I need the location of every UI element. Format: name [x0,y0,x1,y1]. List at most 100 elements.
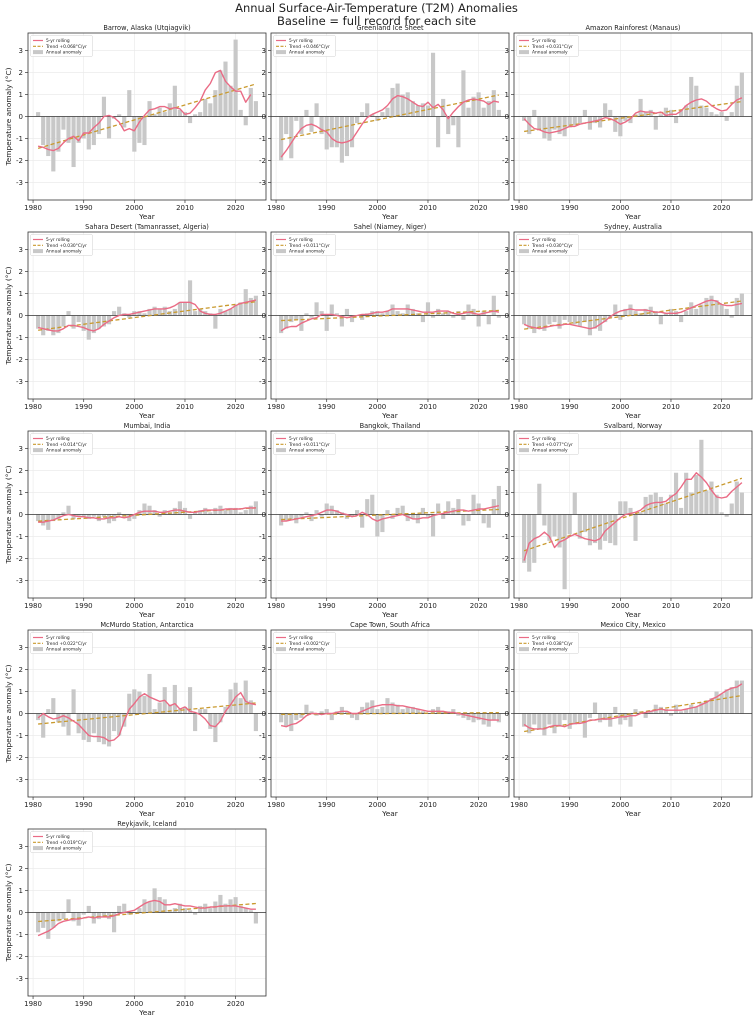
y-tick-label: 2 [19,268,23,276]
trend-line [38,507,256,522]
legend-trend-label: Trend +0.046°C/yr [288,44,330,50]
legend-box [273,632,336,654]
anomaly-bar [410,514,415,519]
anomaly-bar [441,711,446,714]
y-tick-label: 3 [19,246,23,254]
anomaly-bar [430,52,436,117]
y-tick-label: -3 [502,179,509,187]
anomaly-bar [71,116,76,168]
anomaly-bar [623,308,628,316]
anomaly-bar [598,713,603,723]
legend-rolling-label: 5-yr rolling [289,635,313,641]
anomaly-bar [572,315,577,325]
anomaly-bar [142,899,147,913]
y-tick-label: 2 [262,467,266,475]
anomaly-bar [684,709,689,714]
anomaly-bar [51,514,56,522]
anomaly-bar [400,505,405,515]
anomaly-bar [547,116,552,141]
anomaly-bar [41,713,46,738]
anomaly-bar [567,116,572,128]
anomaly-bar [552,116,557,130]
anomaly-bar [66,116,71,143]
anomaly-bar [592,702,598,714]
anomaly-bar [182,706,188,714]
legend-box [516,35,579,57]
panel-title: Greenland Ice Sheet [356,24,424,32]
anomaly-bar [117,512,122,515]
x-tick-label: 1980 [267,801,285,809]
anomaly-bar [486,101,491,117]
anomaly-bar [385,698,390,714]
legend-anomaly-swatch [276,249,286,254]
anomaly-bar [557,713,562,727]
anomaly-bar [430,315,436,318]
x-tick-label: 2020 [227,204,245,212]
anomaly-bar [613,304,618,316]
legend-trend-label: Trend +0.030°C/yr [531,243,573,249]
x-axis-label: Year [138,1008,156,1017]
panel-title: Amazon Rainforest (Manaus) [585,24,680,32]
anomaly-bar [425,514,431,517]
anomaly-bar [279,116,284,161]
anomaly-bar [724,514,729,517]
rolling-mean-line [523,683,743,730]
anomaly-bar [66,311,71,316]
legend-anomaly-label: Annual anomaly [46,50,82,56]
anomaly-bar [522,514,527,563]
anomaly-bar [648,494,653,515]
anomaly-bar [542,315,547,331]
panel-title: Sahara Desert (Tamanrasset, Algeria) [85,223,209,231]
y-tick-label: 1 [19,688,23,696]
y-tick-label: 3 [505,47,509,55]
anomaly-bar [486,315,491,325]
legend-anomaly-swatch [33,846,43,851]
anomaly-bar [441,313,446,316]
anomaly-bar [466,107,471,117]
x-tick-label: 2010 [662,403,680,411]
rolling-mean-line [280,704,499,728]
anomaly-bar [299,514,304,517]
anomaly-bar [653,116,658,130]
anomaly-bar [648,711,653,714]
x-tick-label: 2020 [470,602,488,610]
legend-anomaly-swatch [33,249,43,254]
anomaly-bar [71,315,76,329]
x-tick-label: 2000 [125,602,143,610]
chart-panel: Sahel (Niamey, Niger)1980 1990 2000 2010 202… [259,223,510,420]
rolling-mean-line [37,69,252,152]
anomaly-bar [562,514,567,590]
anomaly-bar [734,85,739,117]
anomaly-bar [375,311,380,316]
anomaly-bar [400,709,405,714]
anomaly-bar [522,713,527,727]
x-tick-label: 1980 [267,602,285,610]
anomaly-bar [385,510,390,515]
anomaly-bar [61,512,66,515]
anomaly-bar [420,507,425,515]
anomaly-bar [304,704,309,714]
anomaly-bar [380,706,385,714]
y-tick-label: -1 [16,334,23,342]
anomaly-bar [648,109,653,117]
x-tick-label: 1990 [561,602,579,610]
anomaly-bar [339,315,344,327]
anomaly-bar [233,507,238,515]
anomaly-bar [684,472,689,515]
anomaly-bar [162,306,167,316]
anomaly-bar [547,713,552,725]
x-tick-label: 2020 [713,403,731,411]
anomaly-bar [577,116,582,124]
anomaly-bar [709,698,714,714]
chart-panel: Sahara Desert (Tamanrasset, Algeria) 1980… [4,223,267,420]
anomaly-bar [633,514,638,541]
anomaly-bar [349,116,355,148]
anomaly-bar [699,702,704,714]
x-tick-label: 2010 [176,204,194,212]
anomaly-bar [81,514,86,517]
anomaly-bar [628,304,633,316]
x-tick-label: 1990 [318,403,336,411]
legend-trend-label: Trend +0.019°C/yr [45,840,87,846]
anomaly-bar [491,295,496,316]
